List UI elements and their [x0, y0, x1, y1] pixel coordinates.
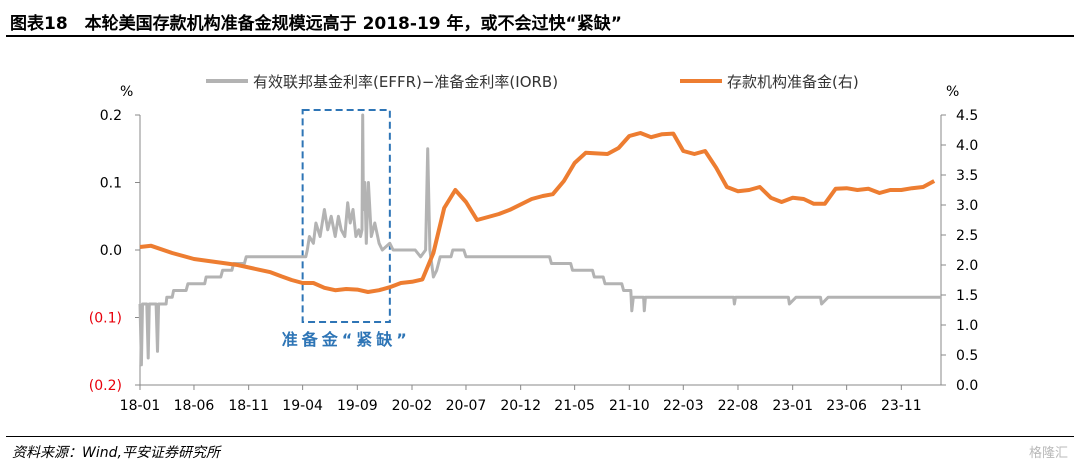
- left-tick-label: 0.2: [100, 108, 122, 124]
- right-tick-label: 3.0: [956, 198, 978, 214]
- shortage-highlight-box: [301, 109, 391, 323]
- left-tick-label: (0.2): [89, 378, 122, 394]
- x-tick-label: 23-11: [881, 398, 922, 414]
- x-tick-label: 23-01: [772, 398, 813, 414]
- right-tick-label: 4.0: [956, 138, 978, 154]
- chart: 有效联邦基金利率(EFFR)−准备金利率(IORB) 存款机构准备金(右) % …: [89, 73, 978, 414]
- right-axis-unit-label: %: [946, 84, 959, 100]
- legend: 有效联邦基金利率(EFFR)−准备金利率(IORB) 存款机构准备金(右): [206, 73, 859, 91]
- chart-title: 图表18 本轮美国存款机构准备金规模远高于 2018-19 年，或不会过快“紧缺…: [10, 14, 622, 34]
- watermark: 格隆汇: [1028, 446, 1068, 461]
- right-tick-label: 1.5: [956, 288, 978, 304]
- title-bar: 图表18 本轮美国存款机构准备金规模远高于 2018-19 年，或不会过快“紧缺…: [6, 6, 1074, 38]
- shortage-annotation-label: 准备金“紧缺”: [282, 330, 411, 349]
- x-tick-label: 20-07: [446, 398, 487, 414]
- series-line-effr-iorb: [138, 113, 941, 367]
- shortage-annotation: 准备金“紧缺”: [282, 109, 411, 349]
- x-tick-label: 18-11: [228, 398, 269, 414]
- legend-label-effr-iorb: 有效联邦基金利率(EFFR)−准备金利率(IORB): [253, 73, 558, 91]
- left-axis-unit-label: %: [120, 84, 133, 100]
- left-tick-label: (0.1): [89, 311, 122, 327]
- right-tick-label: 0.5: [956, 348, 978, 364]
- x-tick-label: 21-05: [554, 398, 595, 414]
- x-tick-label: 22-03: [663, 398, 704, 414]
- right-tick-label: 0.0: [956, 378, 978, 394]
- x-tick-label: 18-06: [174, 398, 215, 414]
- x-tick-label: 19-09: [337, 398, 378, 414]
- x-tick-label: 18-01: [120, 398, 161, 414]
- right-axis-ticks: 0.0 0.5 1.0 1.5 2.0 2.5 3.0 3.5 4.0 4.5: [941, 108, 978, 394]
- x-tick-label: 21-10: [609, 398, 650, 414]
- series-layer: [138, 113, 941, 367]
- x-tick-label: 20-12: [500, 398, 541, 414]
- left-tick-label: 0.1: [100, 176, 122, 192]
- left-axis-ticks: 0.2 0.1 0.0 (0.1) (0.2): [89, 108, 140, 394]
- x-tick-label: 20-02: [392, 398, 433, 414]
- legend-label-reserves: 存款机构准备金(右): [727, 73, 859, 91]
- source-note: 资料来源：Wind,平安证券研究所: [12, 445, 220, 461]
- x-tick-label: 23-06: [826, 398, 867, 414]
- right-tick-label: 1.0: [956, 318, 978, 334]
- series-line-reserves: [139, 131, 936, 294]
- right-tick-label: 2.0: [956, 258, 978, 274]
- right-tick-label: 2.5: [956, 228, 978, 244]
- x-tick-label: 19-04: [282, 398, 323, 414]
- right-tick-label: 4.5: [956, 108, 978, 124]
- x-tick-label: 22-08: [718, 398, 759, 414]
- right-tick-label: 3.5: [956, 168, 978, 184]
- title-rule: [6, 35, 1074, 37]
- footer-rule: [6, 436, 1074, 437]
- left-tick-label: 0.0: [100, 243, 122, 259]
- x-axis-ticks: 18-01 18-06 18-11 19-04 19-09 20-02 20-07 20-12…: [120, 385, 922, 414]
